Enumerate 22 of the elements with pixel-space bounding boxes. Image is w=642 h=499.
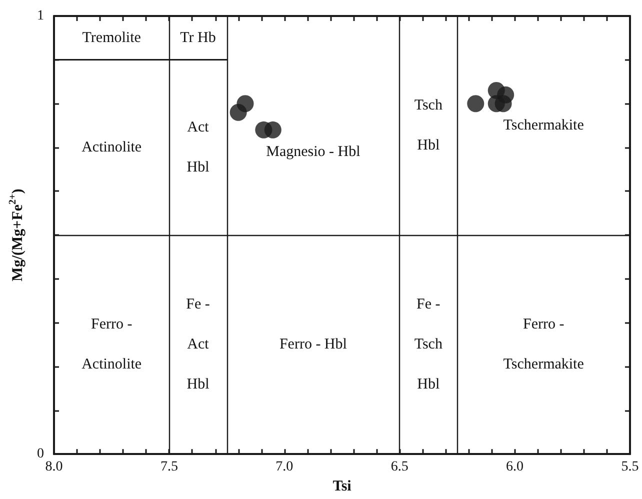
text: Fe - Tsch Hbl [414, 296, 442, 393]
x-tick-label: 7.5 [160, 460, 178, 475]
x-tick-label: 6.0 [506, 460, 524, 475]
x-tick-label: 8.0 [45, 460, 63, 475]
annotation: Actinolite [82, 139, 142, 156]
x-tick-label: 5.5 [621, 460, 639, 475]
text: Act Hbl [186, 119, 210, 176]
annotation: Magnesio - Hbl [266, 144, 360, 160]
text: Ferro - Tschermakite [503, 316, 584, 373]
annotation: Ferro - Hbl [279, 336, 347, 353]
x-tick-label: 7.0 [276, 460, 294, 475]
text: Fe - Act Hbl [186, 296, 210, 393]
annotation: Tschermakite [503, 118, 584, 134]
y-tick-label: 1 [37, 8, 44, 24]
annotation: Tremolite [82, 30, 142, 46]
y-tick-label: 0 [37, 446, 44, 462]
text: Tsch Hbl [414, 98, 442, 154]
y-axis-title: Mg/(Mg+Fe2+) [8, 188, 26, 282]
x-axis-title: Tsi [332, 478, 352, 494]
annotation: Tr Hb [180, 30, 216, 46]
text: Ferro - Actinolite [82, 316, 142, 373]
x-tick-label: 6.5 [390, 460, 408, 475]
